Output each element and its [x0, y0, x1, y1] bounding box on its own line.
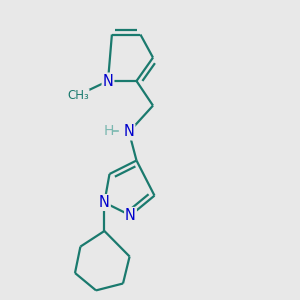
Text: H: H — [103, 124, 114, 138]
Text: CH₃: CH₃ — [67, 89, 89, 103]
Text: N: N — [124, 124, 134, 140]
Text: N: N — [99, 195, 110, 210]
Text: N: N — [125, 208, 136, 223]
Text: N: N — [103, 74, 113, 88]
